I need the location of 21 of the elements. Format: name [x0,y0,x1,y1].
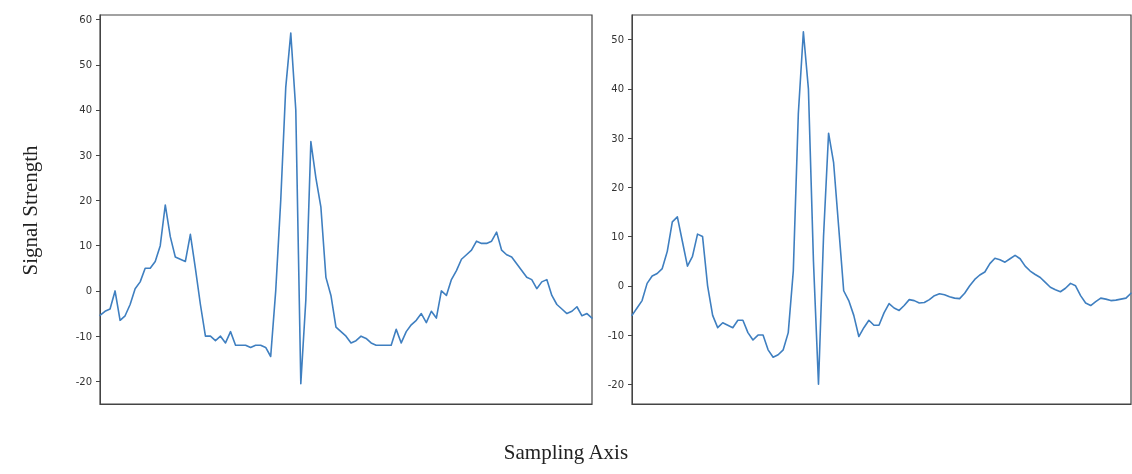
y-tick-label: 30 [611,132,624,144]
x-axis-title: Sampling Axis [502,440,630,465]
y-tick-label: 0 [85,285,92,297]
y-tick-label: -10 [75,330,92,342]
y-tick-label: -20 [75,375,92,387]
y-tick-label: 50 [79,59,92,71]
y-axis-title: Signal Strength [17,144,43,276]
y-tick-label: -20 [607,378,624,390]
y-tick-label: 50 [611,34,624,46]
y-tick-label: -10 [607,329,624,341]
y-tick-label: 30 [79,149,92,161]
line-series [631,30,1132,386]
y-tick-label: 20 [79,194,92,206]
y-tick-label: 40 [79,104,92,116]
y-tick-label: 10 [79,240,92,252]
y-tick-label: 0 [617,280,624,292]
y-tick-label: 60 [79,14,92,26]
y-tick-label: 20 [611,181,624,193]
y-tick-label: 40 [611,83,624,95]
y-tick-label: 10 [611,231,624,243]
line-series [99,32,593,385]
